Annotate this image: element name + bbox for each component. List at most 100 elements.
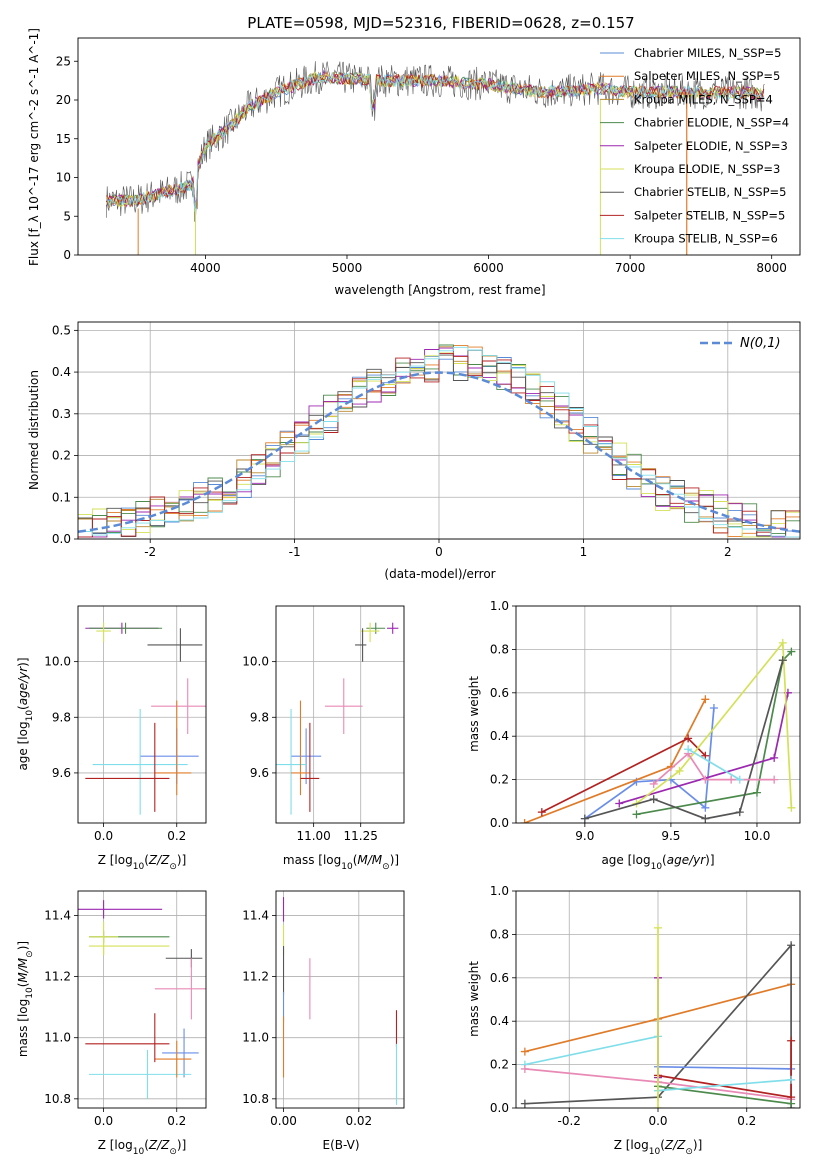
label-part: mass [log xyxy=(283,853,341,867)
weight-marker xyxy=(701,803,710,812)
axes-frame xyxy=(77,890,207,1109)
label-part: )] xyxy=(177,853,186,867)
weight-marker xyxy=(787,1099,796,1108)
weight-line xyxy=(636,651,793,816)
label-part: 10 xyxy=(649,1147,661,1157)
x-tick-label: 9.5 xyxy=(661,829,680,843)
label-part: 10 xyxy=(25,987,35,999)
y-tick-label: 0.2 xyxy=(490,773,509,787)
weight-marker xyxy=(778,656,787,665)
y-tick-label: 0.4 xyxy=(490,1014,509,1028)
label-part: M/M xyxy=(16,957,30,982)
y-tick-label: 11.2 xyxy=(44,970,71,984)
label-part: 10 xyxy=(133,862,145,872)
legend-entry: N(0,1) xyxy=(740,336,781,351)
label-part: ( xyxy=(660,1138,665,1152)
plot-weight-vs-age: 9.0 9.5 10.0 0.0 0.2 0.4 0.6 0.8 1.0 age [log10(a… xyxy=(467,599,801,872)
axes-frame xyxy=(275,605,405,824)
x-tick-label: 0.00 xyxy=(270,1114,297,1128)
legend-entry: Chabrier STELIB, N_SSP=5 xyxy=(634,185,786,199)
weight-line xyxy=(657,1065,792,1070)
x-tick-label: 0.0 xyxy=(648,1114,667,1128)
x-tick-label: -2 xyxy=(144,545,156,559)
weight-marker xyxy=(684,745,693,754)
y-tick-label: 0.4 xyxy=(52,365,71,379)
legend-entry: Salpeter ELODIE, N_SSP=3 xyxy=(634,139,788,153)
y-tick-label: 0.3 xyxy=(52,407,71,421)
weight-marker xyxy=(520,1099,529,1108)
weight-marker xyxy=(520,1064,529,1073)
weight-marker xyxy=(787,941,796,950)
plot-age-vs-mass: 11.00 11.25 9.6 9.8 10.0 mass [log10(M/M⊙)] xyxy=(242,605,405,872)
weight-marker xyxy=(537,808,546,817)
label-part: ( xyxy=(662,853,667,867)
x-tick-label: 9.0 xyxy=(575,829,594,843)
axes-frame xyxy=(275,890,405,1109)
y-tick-label: 9.6 xyxy=(250,766,269,780)
y-tick-label: 5 xyxy=(63,209,71,223)
x-tick-label: 7000 xyxy=(615,261,646,275)
label-part: )] xyxy=(16,657,30,666)
y-tick-label: 0.0 xyxy=(490,1101,509,1115)
y-tick-label: 9.8 xyxy=(52,710,71,724)
x-axis-label: Z [log10(Z/Z⊙)] xyxy=(614,1138,703,1157)
plot-area xyxy=(276,622,399,815)
x-tick-label: 0.0 xyxy=(94,1114,113,1128)
axes-frame xyxy=(77,37,801,256)
y-tick-label: 0.1 xyxy=(52,490,71,504)
label-part: )] xyxy=(705,853,714,867)
label-part: Z [log xyxy=(98,1138,133,1152)
weight-marker xyxy=(654,1104,662,1108)
label-part: )] xyxy=(390,853,399,867)
label-part: 10 xyxy=(341,862,353,872)
x-tick-label: 6000 xyxy=(473,261,504,275)
y-tick-label: 20 xyxy=(56,93,71,107)
y-tick-label: 0.6 xyxy=(490,971,509,985)
plot-weight-vs-Z: -0.2 0.0 0.2 0.0 0.2 0.4 0.6 0.8 1.0 Z [log10(Z/Z… xyxy=(467,884,801,1157)
label-part: Z [log xyxy=(614,1138,649,1152)
weight-marker xyxy=(752,788,761,797)
weight-marker xyxy=(649,779,658,788)
label-part: 10 xyxy=(133,1147,145,1157)
plot-area xyxy=(105,61,765,255)
weight-marker xyxy=(770,753,779,762)
label-part: age [log xyxy=(16,721,30,770)
x-tick-label: 2 xyxy=(724,545,732,559)
plot-age-vs-Z: 0.0 0.29.69.810.0Z [log10(Z/Z⊙)]age [log1… xyxy=(16,605,207,872)
label-part: Z [log xyxy=(98,853,133,867)
legend-entry: Salpeter STELIB, N_SSP=5 xyxy=(634,208,785,222)
x-axis-label: E(B-V) xyxy=(322,1138,359,1152)
x-axis-label: (data-model)/error xyxy=(384,567,495,581)
spectrum-line xyxy=(105,71,765,210)
x-tick-label: -0.2 xyxy=(558,1114,581,1128)
label-part: ( xyxy=(353,853,358,867)
y-axis-label: mass weight xyxy=(467,676,481,752)
weight-marker xyxy=(580,814,589,823)
x-axis-label: wavelength [Angstrom, rest frame] xyxy=(334,283,545,297)
y-axis-label: mass [log10(M/M⊙)] xyxy=(16,941,35,1057)
axes-frame xyxy=(515,605,801,824)
weight-marker xyxy=(520,1047,529,1056)
axes-frame xyxy=(77,605,207,824)
y-tick-label: 11.4 xyxy=(242,908,269,922)
x-tick-label: 0.02 xyxy=(345,1114,372,1128)
weight-line xyxy=(687,748,741,781)
y-tick-label: 9.6 xyxy=(52,766,71,780)
x-tick-label: 11.25 xyxy=(344,829,378,843)
x-tick-label: 8000 xyxy=(756,261,787,275)
plot-mass-vs-EBV: 0.00 0.02 10.8 11.0 11.2 11.4 E(B-V) xyxy=(242,890,405,1152)
x-tick-label: 5000 xyxy=(332,261,363,275)
plot-area xyxy=(78,344,800,538)
x-tick-label: 0.2 xyxy=(167,1114,186,1128)
y-tick-label: 10.8 xyxy=(44,1092,71,1106)
plot-area xyxy=(520,638,796,823)
weight-line xyxy=(541,737,706,813)
label-part: 10 xyxy=(651,862,663,872)
weight-line xyxy=(524,698,707,823)
axes-frame xyxy=(77,321,801,540)
label-part: ⊙ xyxy=(25,950,35,958)
figure-title: PLATE=0598, MJD=52316, FIBERID=0628, z=0… xyxy=(247,14,634,32)
weight-line xyxy=(619,692,789,805)
label-part: ⊙ xyxy=(685,1147,693,1157)
